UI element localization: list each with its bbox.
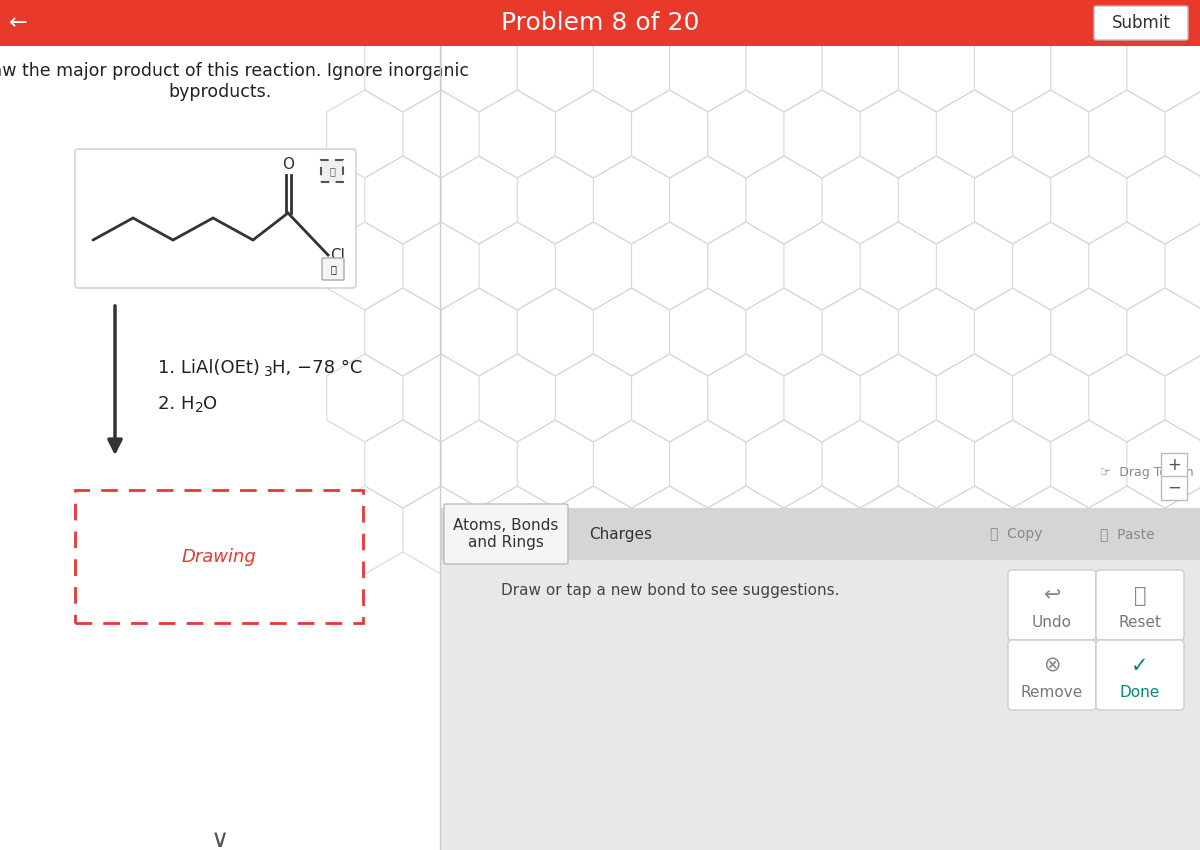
Text: O: O — [282, 157, 294, 172]
Bar — [442, 46, 1200, 508]
Text: 2: 2 — [194, 401, 204, 415]
Text: ⬛: ⬛ — [329, 166, 335, 176]
Text: Problem 8 of 20: Problem 8 of 20 — [500, 11, 700, 35]
Text: 1. LiAl(OEt): 1. LiAl(OEt) — [158, 359, 260, 377]
Text: Charges: Charges — [589, 526, 653, 541]
FancyBboxPatch shape — [1094, 6, 1188, 40]
Text: Cl: Cl — [330, 247, 344, 263]
Text: H, −78 °C: H, −78 °C — [272, 359, 362, 377]
Text: Remove: Remove — [1021, 685, 1084, 700]
Text: Undo: Undo — [1032, 615, 1072, 630]
FancyBboxPatch shape — [1008, 570, 1096, 640]
FancyBboxPatch shape — [1162, 453, 1187, 477]
Text: +: + — [1168, 456, 1181, 474]
Text: Done: Done — [1120, 685, 1160, 700]
Text: ←: ← — [8, 13, 28, 33]
Bar — [0, 46, 440, 850]
Text: Atoms, Bonds
and Rings: Atoms, Bonds and Rings — [454, 518, 559, 550]
Bar — [0, 0, 1200, 46]
Text: ↩: ↩ — [1043, 586, 1061, 606]
FancyBboxPatch shape — [1096, 640, 1184, 710]
Text: ∨: ∨ — [211, 828, 229, 850]
FancyBboxPatch shape — [1162, 476, 1187, 500]
Text: 2. H: 2. H — [158, 395, 194, 413]
Text: 3: 3 — [264, 365, 272, 379]
FancyBboxPatch shape — [1008, 640, 1096, 710]
Text: Drawing: Drawing — [181, 547, 257, 565]
FancyBboxPatch shape — [444, 504, 568, 564]
Text: ⧉  Copy: ⧉ Copy — [990, 527, 1043, 541]
Text: ☞  Drag To Pan: ☞ Drag To Pan — [1100, 466, 1194, 479]
Text: −: − — [1168, 479, 1181, 497]
Text: 🔍: 🔍 — [330, 264, 336, 274]
Bar — [442, 560, 1200, 850]
FancyBboxPatch shape — [74, 149, 356, 288]
Text: Submit: Submit — [1111, 14, 1170, 32]
Text: ⬜  Paste: ⬜ Paste — [1100, 527, 1154, 541]
Text: ✓: ✓ — [1132, 655, 1148, 676]
FancyBboxPatch shape — [1096, 570, 1184, 640]
Text: 🗑: 🗑 — [1134, 586, 1146, 606]
Bar — [74, 490, 364, 623]
Text: ⊗: ⊗ — [1043, 655, 1061, 676]
Text: Draw the major product of this reaction. Ignore inorganic
byproducts.: Draw the major product of this reaction.… — [0, 62, 469, 101]
Text: O: O — [203, 395, 217, 413]
Text: Reset: Reset — [1118, 615, 1162, 630]
Bar — [442, 508, 1200, 560]
Text: Draw or tap a new bond to see suggestions.: Draw or tap a new bond to see suggestion… — [502, 582, 840, 598]
FancyBboxPatch shape — [322, 258, 344, 280]
FancyBboxPatch shape — [322, 160, 343, 182]
